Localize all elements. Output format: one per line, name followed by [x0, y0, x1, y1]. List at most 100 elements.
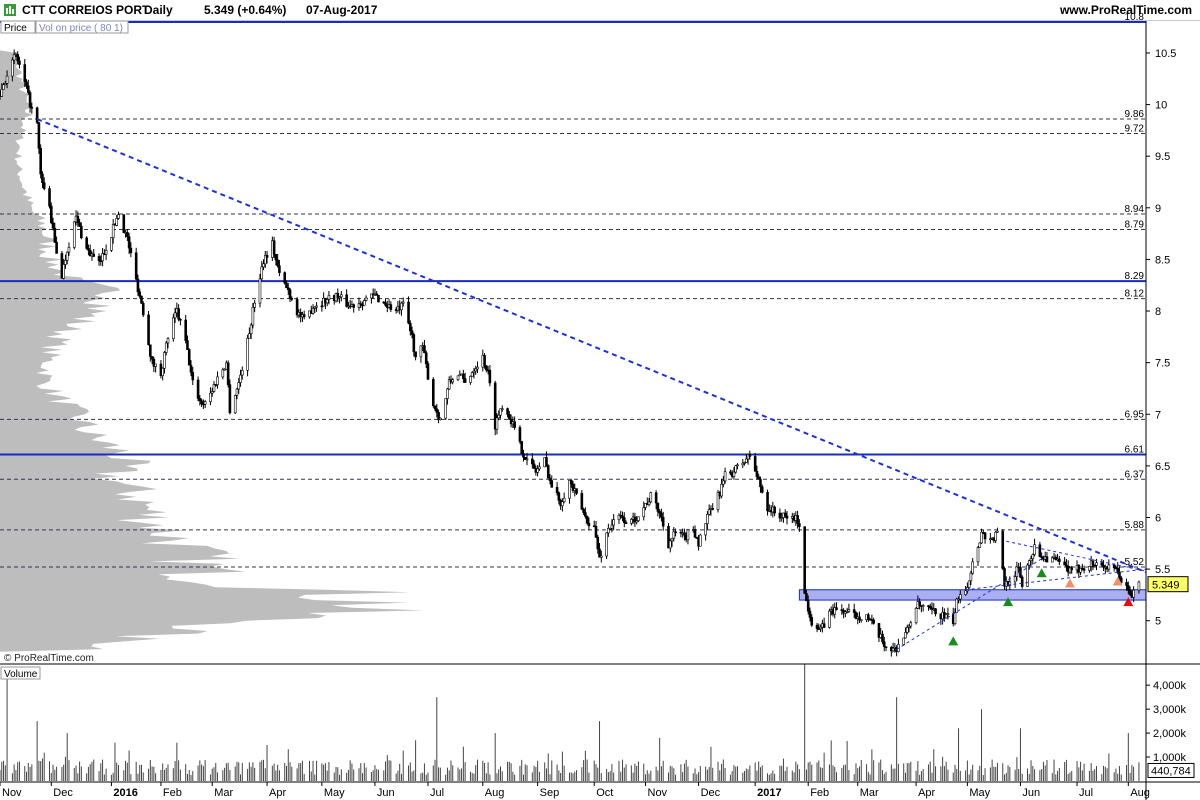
candle-body: [433, 405, 437, 410]
candle-body: [759, 478, 762, 488]
candle-body: [686, 529, 690, 541]
candle-body: [828, 610, 831, 628]
candle-body: [302, 314, 306, 318]
candle-body: [934, 608, 937, 615]
candle-body: [260, 266, 264, 280]
candle-body: [840, 609, 844, 611]
candle-body: [1070, 567, 1074, 571]
candle-body: [845, 611, 849, 613]
candle-body: [683, 532, 686, 536]
candle-body: [783, 512, 787, 517]
candle-body: [633, 516, 637, 523]
candle-body: [1038, 544, 1042, 557]
candle-body: [11, 59, 14, 77]
price-tick-label-10: 5.5: [1155, 564, 1170, 576]
candle-body: [248, 333, 251, 339]
candle-body: [152, 358, 156, 367]
volume-tick-label-2: 2,000k: [1153, 728, 1187, 740]
candle-body: [711, 508, 715, 510]
candle-body: [617, 514, 621, 520]
time-tick-label-1: Dec: [53, 787, 73, 799]
candle-body: [283, 272, 287, 284]
candle-body: [164, 342, 168, 353]
candle-body: [134, 252, 138, 280]
candle-body: [596, 536, 600, 550]
candle-body: [414, 351, 417, 358]
candle-body: [141, 303, 145, 316]
candle-body: [672, 531, 676, 539]
candle-body: [748, 453, 752, 457]
candle-body: [760, 486, 764, 493]
candle-body: [660, 512, 663, 518]
candle-body: [506, 408, 509, 415]
candle-body: [847, 609, 851, 612]
candle-body: [189, 364, 193, 373]
trendline-0: [36, 118, 1147, 574]
volume-panel-tab[interactable]: [0, 666, 41, 680]
volume-panel-tab-label: Volume: [4, 669, 38, 680]
candle-body: [582, 508, 585, 513]
candle-body: [1102, 565, 1105, 568]
time-tick-label-10: Sep: [540, 787, 560, 799]
candle-body: [500, 408, 504, 410]
vop-panel-tab[interactable]: [35, 20, 129, 34]
candle-body: [944, 614, 948, 619]
time-tick-label-9: Aug: [485, 787, 505, 799]
time-tick-label-14: 2017: [757, 787, 781, 799]
price-tick-label-2: 9.5: [1155, 151, 1170, 163]
candle-body: [1063, 561, 1066, 566]
candle-body: [805, 593, 808, 602]
candle-body: [228, 384, 232, 414]
candle-body: [569, 480, 573, 485]
price-tick-label-9: 6: [1155, 512, 1161, 524]
candle-body: [546, 465, 550, 479]
candle-body: [741, 462, 745, 466]
candle-body: [286, 287, 290, 291]
candle-body: [456, 375, 460, 381]
candle-body: [642, 507, 646, 518]
candle-body: [258, 278, 262, 304]
candle-body: [462, 373, 465, 379]
candle-body: [311, 307, 315, 314]
candle-body: [16, 54, 19, 62]
candle-body: [859, 619, 863, 621]
candle-body: [198, 398, 202, 402]
candle-body: [679, 531, 683, 534]
candle-body: [773, 506, 776, 514]
candle-body: [580, 493, 584, 510]
candle-body: [704, 523, 707, 536]
candle-body: [959, 594, 962, 600]
site-url: www.ProRealTime.com: [1059, 3, 1192, 17]
candle-body: [1027, 560, 1031, 566]
candle-body: [447, 379, 451, 390]
candle-body: [127, 236, 131, 249]
candle-body: [325, 299, 329, 304]
candle-body: [85, 237, 88, 249]
candle-body: [276, 259, 279, 267]
candle-body: [485, 365, 488, 371]
candle-body: [520, 441, 524, 454]
candle-body: [401, 301, 405, 304]
candle-body: [88, 249, 92, 257]
candle-body: [598, 548, 601, 558]
candle-body: [26, 85, 30, 93]
candle-body: [0, 88, 4, 97]
candle-body: [854, 612, 858, 619]
candle-body: [720, 483, 723, 497]
trendline-3: [965, 568, 1147, 591]
candle-body: [1026, 564, 1029, 587]
candle-body: [1001, 530, 1005, 569]
candle-body: [184, 319, 187, 341]
candle-body: [424, 352, 428, 365]
candle-body: [980, 532, 983, 544]
candle-body: [163, 352, 166, 369]
signal-marker-2: [1036, 568, 1047, 578]
candle-body: [858, 616, 861, 621]
candle-body: [881, 633, 884, 643]
candle-body: [444, 398, 447, 419]
price-panel-tab[interactable]: [0, 20, 36, 34]
candle-body: [313, 306, 317, 309]
candle-body: [187, 349, 191, 366]
candle-body: [815, 624, 819, 629]
candle-body: [550, 480, 554, 488]
